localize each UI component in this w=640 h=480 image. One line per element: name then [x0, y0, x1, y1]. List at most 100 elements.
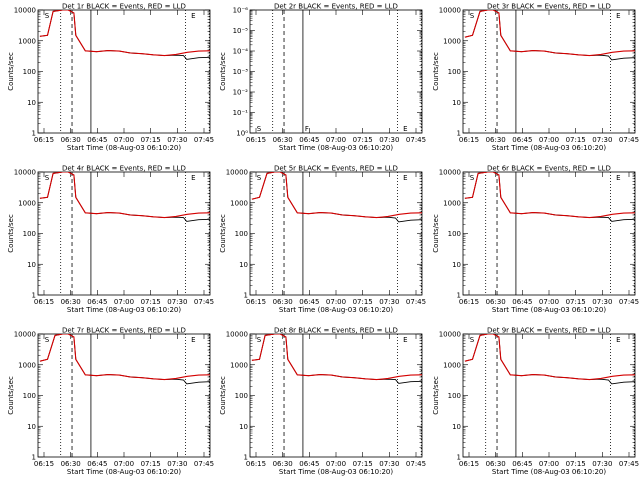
x-axis-label: Start Time (08-Aug-03 06:10:20) — [279, 468, 393, 476]
x-tick-label: 06:15 — [246, 136, 266, 144]
y-tick-label: 100 — [23, 68, 36, 76]
x-tick-label: 07:15 — [566, 136, 586, 144]
y-tick-label: 1000 — [443, 361, 461, 369]
x-axis-label: Start Time (08-Aug-03 06:10:20) — [492, 144, 606, 152]
y-tick-label: 1 — [457, 130, 461, 138]
y-tick-label: 100 — [23, 392, 36, 400]
x-tick-label: 07:45 — [194, 136, 214, 144]
y-tick-label: 10000 — [14, 331, 36, 339]
x-tick-label: 06:30 — [486, 460, 506, 468]
y-axis-label: Counts/sec — [219, 52, 227, 91]
marker-label-E: E — [191, 12, 195, 20]
x-tick-label: 07:30 — [592, 136, 612, 144]
panel-title: Det 2r BLACK = Events, RED = LLD — [274, 3, 398, 11]
x-tick-label: 07:00 — [326, 460, 346, 468]
panel-title: Det 4r BLACK = Events, RED = LLD — [62, 165, 186, 173]
panel-title: Det 7r BLACK = Events, RED = LLD — [62, 327, 186, 335]
x-tick-label: 07:45 — [619, 298, 639, 306]
panel-title: Det 1r BLACK = Events, RED = LLD — [62, 3, 186, 11]
x-axis-label: Start Time (08-Aug-03 06:10:20) — [67, 468, 181, 476]
x-tick-label: 07:30 — [592, 298, 612, 306]
plot-frame — [37, 9, 211, 134]
plot-frame — [37, 171, 211, 296]
panel-det-7: Det 7r BLACK = Events, RED = LLD10000100… — [7, 327, 214, 477]
x-tick-label: 06:30 — [61, 298, 81, 306]
x-tick-label: 06:45 — [87, 136, 107, 144]
y-tick-label: 1000 — [230, 199, 248, 207]
x-tick-label: 06:15 — [34, 136, 54, 144]
marker-label-S: S — [45, 336, 50, 344]
marker-label-S: S — [470, 12, 475, 20]
y-tick-label: 10000 — [14, 169, 36, 177]
y-tick-label: 100 — [448, 392, 461, 400]
y-tick-label: 10 — [27, 423, 36, 431]
x-tick-label: 06:30 — [273, 298, 293, 306]
x-axis-label: Start Time (08-Aug-03 06:10:20) — [279, 306, 393, 314]
marker-label-S: S — [45, 174, 50, 182]
y-axis-label: Counts/sec — [7, 52, 15, 91]
y-tick-label: 10⁻¹ — [233, 109, 249, 117]
y-tick-label: 1000 — [230, 361, 248, 369]
y-tick-label: 10000 — [14, 7, 36, 15]
y-tick-label: 10⁰ — [236, 130, 248, 138]
panel-det-8: Det 8r BLACK = Events, RED = LLD10000100… — [219, 327, 426, 477]
x-tick-label: 07:45 — [619, 136, 639, 144]
x-tick-label: 07:00 — [539, 298, 559, 306]
x-tick-label: 07:45 — [194, 298, 214, 306]
y-tick-label: 1 — [244, 292, 248, 300]
x-tick-label: 07:30 — [379, 136, 399, 144]
series-lld — [464, 10, 635, 57]
panel-det-4: Det 4r BLACK = Events, RED = LLD 10000 100… — [7, 165, 214, 315]
x-tick-label: 07:30 — [167, 298, 187, 306]
x-tick-label: 07:00 — [326, 298, 346, 306]
panel-title: Det 8r BLACK = Events, RED = LLD — [274, 327, 398, 335]
y-tick-label: 10⁻⁶ — [233, 7, 249, 15]
y-tick-label: 100 — [235, 230, 248, 238]
x-tick-label: 06:45 — [299, 136, 319, 144]
marker-label-E: E — [191, 336, 195, 344]
y-tick-label: 10⁻⁴ — [233, 48, 249, 56]
panel-det-2: Det 2r BLACK = Events, RED = LLD 10⁻⁶ 10⁻⁵… — [219, 3, 426, 153]
y-tick-label: 1 — [457, 292, 461, 300]
x-tick-label: 07:00 — [114, 460, 134, 468]
x-axis-label: Start Time (08-Aug-03 06:10:20) — [279, 144, 393, 152]
marker-label-S: S — [257, 174, 262, 182]
x-tick-label: 06:45 — [299, 460, 319, 468]
plot-frame — [249, 9, 423, 134]
panel-det-9: Det 9r BLACK = Events, RED = LLD10000100… — [432, 327, 639, 477]
x-tick-label: 06:45 — [512, 136, 532, 144]
x-tick-label: 06:15 — [459, 136, 479, 144]
x-tick-label: 06:30 — [61, 460, 81, 468]
x-tick-label: 06:30 — [61, 136, 81, 144]
x-tick-label: 06:45 — [87, 298, 107, 306]
series-lld — [39, 172, 210, 219]
y-axis-label: Counts/sec — [219, 214, 227, 253]
y-tick-label: 1000 — [18, 199, 36, 207]
marker-label-E: E — [616, 12, 620, 20]
x-tick-label: 06:45 — [512, 460, 532, 468]
x-tick-label: 07:15 — [353, 136, 373, 144]
x-tick-label: 06:45 — [299, 298, 319, 306]
marker-label-E: E — [616, 174, 620, 182]
x-tick-label: 06:15 — [459, 298, 479, 306]
y-tick-label: 10000 — [226, 331, 248, 339]
marker-label-E: E — [403, 174, 407, 182]
panel-title: Det 3r BLACK = Events, RED = LLD — [487, 3, 611, 11]
y-tick-label: 1 — [32, 454, 36, 462]
y-tick-label: 10 — [27, 99, 36, 107]
y-tick-label: 1 — [32, 292, 36, 300]
y-axis-label: Counts/sec — [432, 214, 440, 253]
marker-label-E: E — [403, 125, 407, 133]
series-lld — [39, 334, 210, 381]
x-tick-label: 07:30 — [379, 460, 399, 468]
x-tick-label: 06:30 — [486, 136, 506, 144]
x-tick-label: 07:15 — [141, 460, 161, 468]
y-tick-label: 10 — [239, 423, 248, 431]
y-tick-label: 10 — [452, 99, 461, 107]
panel-title: Det 6r BLACK = Events, RED = LLD — [487, 165, 611, 173]
y-tick-label: 1000 — [443, 37, 461, 45]
marker-label-E: E — [403, 336, 407, 344]
marker-label-S: S — [470, 336, 475, 344]
y-tick-label: 100 — [448, 68, 461, 76]
